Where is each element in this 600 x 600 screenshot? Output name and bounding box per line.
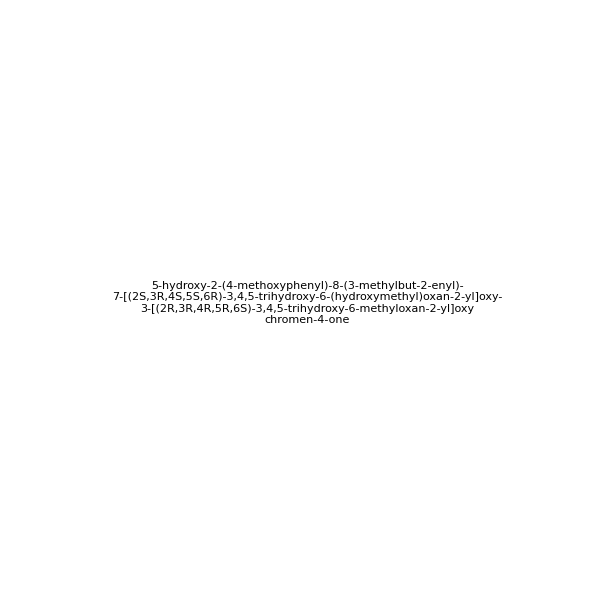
Text: 5-hydroxy-2-(4-methoxyphenyl)-8-(3-methylbut-2-enyl)-
7-[(2S,3R,4S,5S,6R)-3,4,5-: 5-hydroxy-2-(4-methoxyphenyl)-8-(3-methy…	[112, 281, 503, 325]
